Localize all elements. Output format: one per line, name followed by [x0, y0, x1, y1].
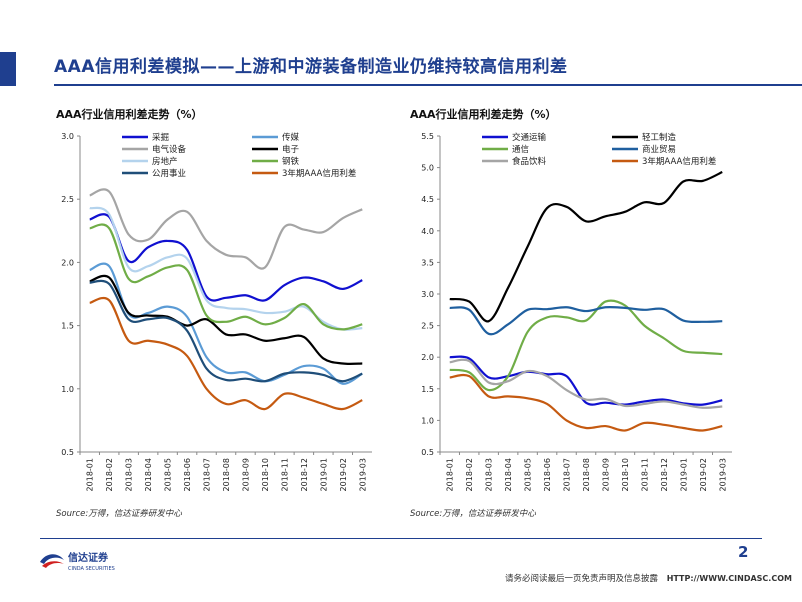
disclaimer-text: 请务必阅读最后一页免责声明及信息披露: [505, 574, 659, 584]
legend-label: 3年期AAA信用利差: [642, 156, 716, 167]
y-tick-label: 2.0: [421, 353, 434, 362]
series-line-5: [449, 373, 723, 432]
x-tick-label: 2018-05: [164, 458, 173, 491]
right-chart-title: AAA行业信用利差走势（%）: [410, 108, 557, 121]
logo-text: 信达证券: [68, 551, 109, 564]
x-tick-label: 2019-03: [358, 458, 367, 491]
x-tick-label: 2018-09: [601, 458, 610, 491]
x-tick-label: 2018-03: [125, 458, 134, 491]
title-accent-bar: [0, 52, 16, 86]
x-tick-label: 2018-11: [640, 458, 649, 491]
x-tick-label: 2018-07: [203, 458, 212, 491]
legend-label: 传媒: [282, 132, 300, 143]
y-tick-label: 3.0: [421, 290, 434, 299]
x-tick-label: 2018-08: [582, 458, 591, 491]
left-chart-title: AAA行业信用利差走势（%）: [56, 108, 203, 121]
legend-label: 公用事业: [152, 168, 186, 179]
x-tick-label: 2019-03: [718, 458, 727, 491]
series-line-6: [89, 279, 363, 383]
x-tick-label: 2018-10: [621, 458, 630, 491]
y-tick-label: 4.0: [421, 227, 434, 236]
y-tick-label: 1.5: [61, 322, 74, 331]
y-tick-label: 2.5: [421, 322, 434, 331]
x-tick-label: 2018-11: [280, 458, 289, 491]
series-line-2: [89, 188, 363, 270]
series-line-3: [89, 274, 363, 365]
legend-label: 商业贸易: [642, 144, 676, 155]
x-tick-label: 2018-10: [261, 458, 270, 491]
x-tick-label: 2018-06: [183, 458, 192, 491]
x-tick-label: 2019-01: [679, 458, 688, 491]
x-tick-label: 2018-05: [524, 458, 533, 491]
x-tick-label: 2018-09: [241, 458, 250, 491]
x-tick-label: 2018-04: [144, 458, 153, 491]
legend-label: 交通运输: [512, 132, 547, 143]
y-tick-label: 3.5: [421, 258, 434, 267]
series-line-7: [89, 296, 363, 411]
y-tick-label: 2.5: [61, 195, 74, 204]
x-tick-label: 2018-01: [446, 458, 455, 491]
right-line-chart: 5.5 5.0 4.5 4.0 3.5 3.0 2.5 2.0 1.5 1.0 0.5 2018-01…: [421, 132, 732, 491]
x-tick-label: 2018-02: [465, 458, 474, 491]
left-line-chart: 3.0 2.5 2.0 1.5 1.0 0.5 2018-01 2018-02 2018-03 2…: [61, 132, 372, 491]
legend-label: 3年期AAA信用利差: [282, 168, 356, 179]
footer-disclaimer: 请务必阅读最后一页免责声明及信息披露 HTTP://WWW.CINDASC.CO…: [505, 572, 792, 584]
x-tick-label: 2018-07: [563, 458, 572, 491]
y-tick-label: 2.0: [61, 258, 74, 267]
x-tick-label: 2018-01: [86, 458, 95, 491]
series-line-4: [449, 358, 723, 409]
x-tick-label: 2018-02: [105, 458, 114, 491]
x-tick-label: 2019-02: [339, 458, 348, 491]
y-tick-label: 0.5: [421, 448, 434, 457]
x-tick-label: 2019-01: [319, 458, 328, 491]
series-line-5: [89, 223, 363, 331]
footer-divider: [40, 538, 762, 539]
left-chart-source: Source:万得，信达证券研发中心: [56, 509, 182, 519]
series-line-4: [89, 206, 363, 331]
series-line-1: [449, 171, 723, 323]
right-chart-source: Source:万得，信达证券研发中心: [410, 509, 536, 519]
x-tick-label: 2018-03: [485, 458, 494, 491]
y-tick-label: 4.5: [421, 195, 434, 204]
y-tick-label: 1.0: [421, 416, 434, 425]
legend-label: 电气设备: [152, 144, 187, 155]
page-title: AAA信用利差模拟——上游和中游装备制造业仍维持较高信用利差: [54, 57, 568, 77]
x-tick-label: 2018-06: [543, 458, 552, 491]
y-tick-label: 5.0: [421, 164, 434, 173]
y-tick-label: 3.0: [61, 132, 74, 141]
series-line-1: [89, 262, 363, 385]
logo-subtext: CINDA SECURITIES: [68, 566, 115, 572]
y-tick-label: 5.5: [421, 132, 434, 141]
x-tick-label: 2018-12: [660, 458, 669, 491]
series-line-2: [449, 299, 723, 392]
site-url: HTTP://WWW.CINDASC.COM: [666, 574, 792, 583]
page-number: 2: [738, 543, 749, 561]
cinda-logo: 信达证券 CINDA SECURITIES: [40, 551, 115, 572]
y-tick-label: 0.5: [61, 448, 74, 457]
title-divider: [54, 84, 802, 86]
legend-label: 采掘: [152, 132, 169, 143]
series-line-0: [449, 355, 723, 406]
y-tick-label: 1.5: [421, 385, 434, 394]
legend-label: 轻工制造: [642, 132, 677, 143]
x-tick-label: 2018-04: [504, 458, 513, 491]
x-tick-label: 2018-12: [300, 458, 309, 491]
y-tick-label: 1.0: [61, 385, 74, 394]
legend-label: 食品饮料: [512, 156, 547, 167]
series-line-3: [449, 305, 723, 336]
legend-label: 钢铁: [282, 156, 300, 167]
legend-label: 电子: [282, 144, 300, 155]
legend-label: 通信: [512, 144, 530, 155]
x-tick-label: 2018-08: [222, 458, 231, 491]
x-tick-label: 2019-02: [699, 458, 708, 491]
legend-label: 房地产: [152, 156, 178, 167]
series-line-0: [89, 213, 363, 302]
